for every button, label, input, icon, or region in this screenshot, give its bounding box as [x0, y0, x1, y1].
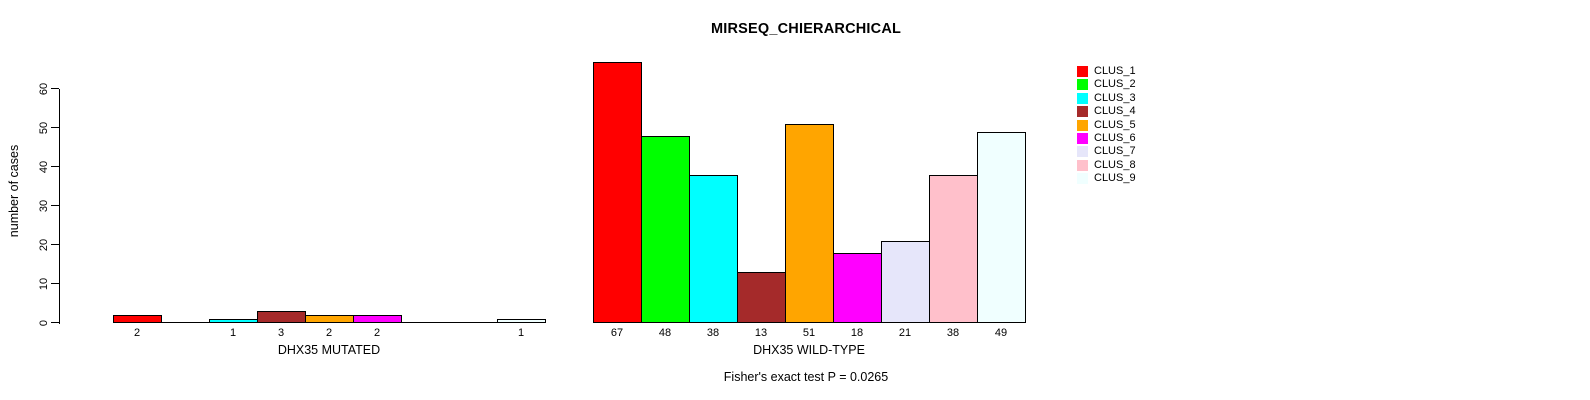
- bar-value-label: 1: [517, 327, 525, 339]
- bar-clus_7: [881, 241, 930, 323]
- y-tick-label: 50: [38, 121, 50, 135]
- legend-label: CLUS_3: [1094, 92, 1136, 104]
- y-axis-line: [59, 89, 60, 324]
- legend-label: CLUS_6: [1094, 132, 1136, 144]
- legend-swatch-icon: [1077, 120, 1088, 131]
- legend-swatch-icon: [1077, 106, 1088, 117]
- y-tick-mark: [51, 322, 59, 323]
- y-axis-label: number of cases: [7, 144, 21, 238]
- y-tick-label: 60: [38, 82, 50, 96]
- bar-value-label: 3: [277, 327, 285, 339]
- y-tick-mark: [51, 88, 59, 89]
- bar-clus_2: [641, 136, 690, 323]
- bar-value-label: 38: [706, 327, 720, 339]
- bar-value-label: 21: [898, 327, 912, 339]
- y-tick-label: 10: [38, 277, 50, 291]
- legend-label: CLUS_9: [1094, 172, 1136, 184]
- bar-value-label: 13: [754, 327, 768, 339]
- legend-swatch-icon: [1077, 160, 1088, 171]
- legend-swatch-icon: [1077, 173, 1088, 184]
- bar-clus_8: [929, 175, 978, 323]
- legend-label: CLUS_7: [1094, 145, 1136, 157]
- y-tick-mark: [51, 205, 59, 206]
- bar-clus_3: [689, 175, 738, 323]
- y-tick-label: 40: [38, 160, 50, 174]
- bar-value-label: 2: [133, 327, 141, 339]
- y-tick-mark: [51, 244, 59, 245]
- bar-value-label: 1: [229, 327, 237, 339]
- chart-title: MIRSEQ_CHIERARCHICAL: [710, 21, 902, 37]
- bar-value-label: 2: [325, 327, 333, 339]
- legend-label: CLUS_1: [1094, 65, 1136, 77]
- legend-swatch-icon: [1077, 79, 1088, 90]
- bar-clus_5: [785, 124, 834, 323]
- bar-value-label: 18: [850, 327, 864, 339]
- group-label-mutated: DHX35 MUTATED: [277, 343, 381, 357]
- legend-label: CLUS_8: [1094, 159, 1136, 171]
- bar-clus_4: [257, 311, 306, 323]
- bar-value-label: 67: [610, 327, 624, 339]
- group-label-wildtype: DHX35 WILD-TYPE: [753, 343, 865, 357]
- bar-value-label: 38: [946, 327, 960, 339]
- legend-swatch-icon: [1077, 93, 1088, 104]
- y-tick-mark: [51, 283, 59, 284]
- legend-swatch-icon: [1077, 66, 1088, 77]
- y-tick-label: 30: [38, 199, 50, 213]
- legend-label: CLUS_2: [1094, 78, 1136, 90]
- bar-value-label: 48: [658, 327, 672, 339]
- bar-clus_1: [593, 62, 642, 323]
- bar-clus_3: [209, 319, 258, 323]
- bar-clus_4: [737, 272, 786, 323]
- bar-clus_9: [497, 319, 546, 323]
- y-tick-label: 0: [38, 319, 50, 327]
- bar-value-label: 49: [994, 327, 1008, 339]
- legend-label: CLUS_5: [1094, 119, 1136, 131]
- bar-value-label: 51: [802, 327, 816, 339]
- bar-clus_5: [305, 315, 354, 323]
- y-tick-label: 20: [38, 238, 50, 252]
- bar-clus_6: [833, 253, 882, 323]
- legend-swatch-icon: [1077, 146, 1088, 157]
- fisher-test-footnote: Fisher's exact test P = 0.0265: [723, 370, 889, 384]
- bar-clus_6: [353, 315, 402, 323]
- bar-value-label: 2: [373, 327, 381, 339]
- legend-label: CLUS_4: [1094, 105, 1136, 117]
- legend-swatch-icon: [1077, 133, 1088, 144]
- y-tick-mark: [51, 127, 59, 128]
- bar-clus_1: [113, 315, 162, 323]
- y-tick-mark: [51, 166, 59, 167]
- bar-clus_9: [977, 132, 1026, 323]
